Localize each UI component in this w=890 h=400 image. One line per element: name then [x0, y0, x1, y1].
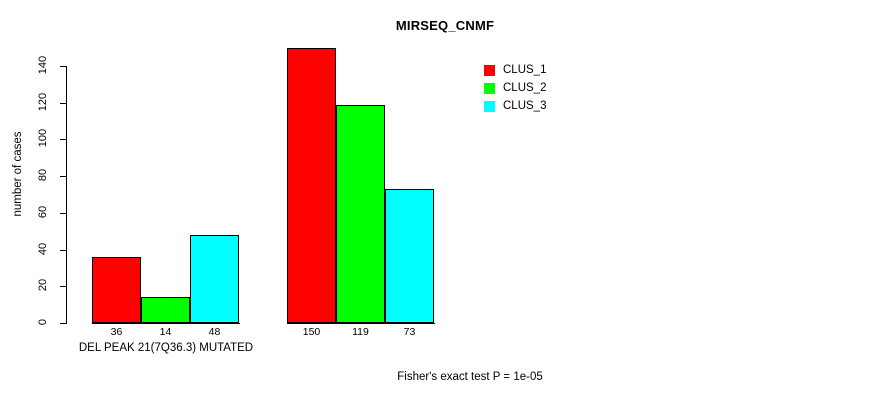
bar-value-label: 48: [208, 326, 221, 338]
x-axis-baseline-group1: [92, 323, 240, 324]
bar-clus-3[interactable]: [190, 234, 239, 323]
bar-clus-2[interactable]: [336, 104, 385, 323]
y-axis-tick: [60, 286, 66, 288]
y-axis-tick: [60, 102, 66, 104]
bar-clus-1[interactable]: [287, 47, 336, 323]
bar-clus-1[interactable]: [92, 256, 141, 323]
legend-item[interactable]: CLUS_2: [484, 80, 546, 96]
y-axis-tick-label: 120: [37, 92, 49, 111]
y-axis-tick: [60, 212, 66, 214]
y-axis-tick-label: 20: [37, 279, 49, 292]
chart-title: MIRSEQ_CNMF: [395, 18, 495, 33]
footer-annotation: Fisher's exact test P = 1e-05: [397, 371, 543, 383]
y-axis-tick-label: 80: [37, 169, 49, 182]
legend-item[interactable]: CLUS_3: [484, 98, 546, 114]
y-axis-tick-label: 40: [37, 242, 49, 255]
bar-value-label: 150: [302, 326, 321, 338]
legend-swatch-icon: [484, 82, 495, 94]
bar-value-label: 119: [352, 326, 369, 338]
legend-label: CLUS_2: [503, 82, 547, 94]
bar-clus-3[interactable]: [385, 188, 434, 323]
x-axis-baseline-group2: [287, 323, 435, 324]
bar-value-label: 36: [110, 326, 123, 338]
legend-label: CLUS_1: [503, 64, 547, 76]
y-axis-tick-label: 140: [37, 55, 49, 75]
y-axis-tick-label: 100: [37, 129, 49, 148]
legend-swatch-icon: [484, 64, 495, 76]
y-axis-line: [66, 66, 67, 324]
group-label-1: DEL PEAK 21(7Q36.3) MUTATED: [78, 342, 254, 354]
legend-item[interactable]: CLUS_1: [484, 62, 546, 78]
legend-label: CLUS_3: [503, 100, 547, 112]
y-axis-tick-label: 60: [37, 205, 49, 218]
y-axis-tick-label: 0: [37, 318, 49, 326]
bar-value-label: 73: [403, 326, 416, 338]
bar-value-label: 14: [159, 326, 172, 338]
y-axis-tick: [60, 323, 66, 324]
y-axis-tick: [60, 176, 66, 178]
legend-swatch-icon: [484, 100, 495, 112]
y-axis-tick: [60, 139, 66, 141]
y-axis-tick: [60, 249, 66, 251]
legend: CLUS_1 CLUS_2 CLUS_3: [484, 62, 546, 116]
y-axis-tick: [60, 66, 66, 67]
bar-clus-2[interactable]: [141, 297, 190, 323]
